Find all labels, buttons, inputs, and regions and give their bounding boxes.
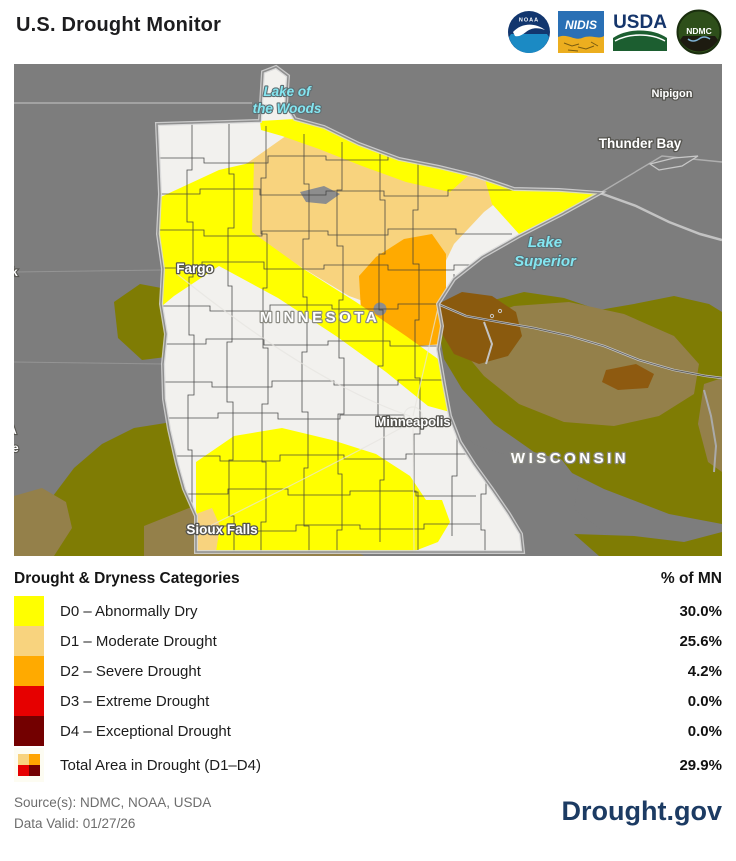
nipigon-label: Nipigon (652, 88, 693, 100)
highway-lines (176, 273, 439, 552)
d2-severe-drought-region (359, 234, 446, 346)
edge-label-fragment: A (14, 423, 17, 437)
legend-row-d4: D4 – Exceptional Drought 0.0% (14, 716, 722, 746)
lake-island (262, 104, 270, 112)
data-valid-text: Data Valid: 01/27/26 (14, 816, 136, 831)
minnesota-border (156, 66, 603, 553)
drought-gov-brand[interactable]: Drought.gov (561, 796, 722, 826)
edge-label-fragment: k (14, 265, 18, 279)
map-labels: Lake of the Woods Lake Superior Fargo Mi… (14, 83, 694, 538)
lake-of-woods-label: Lake of (263, 84, 312, 99)
d4-swatch (14, 716, 44, 746)
legend-title: Drought & Dryness Categories (14, 570, 240, 587)
lake-superior-label: Lake (528, 234, 562, 251)
minneapolis-label: Minneapolis (375, 414, 450, 429)
legend-row-total: Total Area in Drought (D1–D4) 29.9% (14, 746, 722, 784)
outside-state-drought-regions (14, 284, 722, 556)
d1-region-sioux-falls-corner (196, 508, 220, 552)
source-text: Source(s): NDMC, NOAA, USDA (14, 795, 212, 810)
fargo-label: Fargo (176, 261, 214, 276)
total-drought-swatch (14, 748, 44, 782)
d1-swatch (14, 626, 44, 656)
wisconsin-label: WISCONSIN (511, 450, 629, 467)
ndmc-logo-icon: NDMC (676, 9, 722, 55)
legend-row-d3: D3 – Extreme Drought 0.0% (14, 686, 722, 716)
neighbor-state-borders (14, 269, 164, 365)
lake-superior-shore (437, 155, 722, 473)
svg-text:NDMC: NDMC (686, 26, 712, 36)
international-border-line (14, 102, 722, 194)
legend-row-d2: D2 – Severe Drought 4.2% (14, 656, 722, 686)
svg-text:Superior: Superior (514, 253, 577, 270)
d0-region-north-border (260, 119, 470, 192)
svg-text:NIDIS: NIDIS (565, 18, 597, 32)
legend-row-d1: D1 – Moderate Drought 25.6% (14, 626, 722, 656)
footer: Source(s): NDMC, NOAA, USDA Data Valid: … (14, 792, 722, 834)
thunder-bay-label: Thunder Bay (599, 136, 682, 151)
agency-logos: NOAA NIDIS USDA NDMC (507, 9, 722, 55)
svg-text:the Woods: the Woods (253, 101, 322, 116)
d0-region-southwest (196, 428, 450, 552)
d2-swatch (14, 656, 44, 686)
sioux-falls-label: Sioux Falls (186, 522, 257, 537)
edge-label-fragment: e (14, 441, 19, 455)
header: U.S. Drought Monitor NOAA NIDIS USDA (0, 0, 736, 64)
usda-logo-icon: USDA (613, 12, 667, 51)
d3-swatch (14, 686, 44, 716)
noaa-logo-icon: NOAA (508, 11, 550, 53)
legend-value-header: % of MN (660, 570, 722, 587)
legend: Drought & Dryness Categories % of MN D0 … (14, 566, 722, 784)
page-title: U.S. Drought Monitor (16, 14, 222, 36)
d0-swatch (14, 596, 44, 626)
legend-row-d0: D0 – Abnormally Dry 30.0% (14, 596, 722, 626)
svg-text:USDA: USDA (613, 12, 667, 33)
nidis-logo-icon: NIDIS (558, 11, 604, 53)
d0-region-main-band (157, 162, 450, 412)
drought-map[interactable]: Lake of the Woods Lake Superior Fargo Mi… (14, 64, 722, 556)
svg-text:NOAA: NOAA (519, 18, 539, 24)
minnesota-label: MINNESOTA (260, 309, 380, 326)
